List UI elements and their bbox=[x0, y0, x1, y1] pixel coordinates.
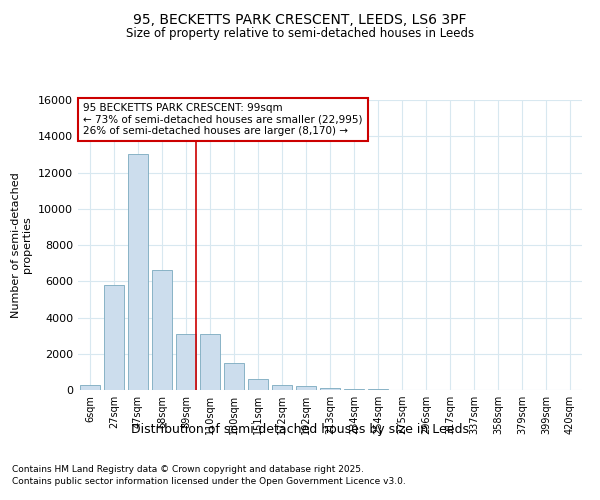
Bar bbox=[272, 384, 292, 390]
Bar bbox=[296, 386, 316, 390]
Bar bbox=[248, 379, 268, 390]
Text: Distribution of semi-detached houses by size in Leeds: Distribution of semi-detached houses by … bbox=[131, 422, 469, 436]
Text: Size of property relative to semi-detached houses in Leeds: Size of property relative to semi-detach… bbox=[126, 28, 474, 40]
Text: 95 BECKETTS PARK CRESCENT: 99sqm
← 73% of semi-detached houses are smaller (22,9: 95 BECKETTS PARK CRESCENT: 99sqm ← 73% o… bbox=[83, 103, 362, 136]
Bar bbox=[128, 154, 148, 390]
Bar bbox=[200, 334, 220, 390]
Bar bbox=[224, 363, 244, 390]
Bar bbox=[104, 285, 124, 390]
Bar bbox=[152, 270, 172, 390]
Text: Contains public sector information licensed under the Open Government Licence v3: Contains public sector information licen… bbox=[12, 478, 406, 486]
Bar bbox=[176, 334, 196, 390]
Text: Contains HM Land Registry data © Crown copyright and database right 2025.: Contains HM Land Registry data © Crown c… bbox=[12, 465, 364, 474]
Bar bbox=[80, 384, 100, 390]
Bar bbox=[320, 388, 340, 390]
Bar bbox=[344, 389, 364, 390]
Text: 95, BECKETTS PARK CRESCENT, LEEDS, LS6 3PF: 95, BECKETTS PARK CRESCENT, LEEDS, LS6 3… bbox=[133, 12, 467, 26]
Y-axis label: Number of semi-detached
properties: Number of semi-detached properties bbox=[11, 172, 32, 318]
